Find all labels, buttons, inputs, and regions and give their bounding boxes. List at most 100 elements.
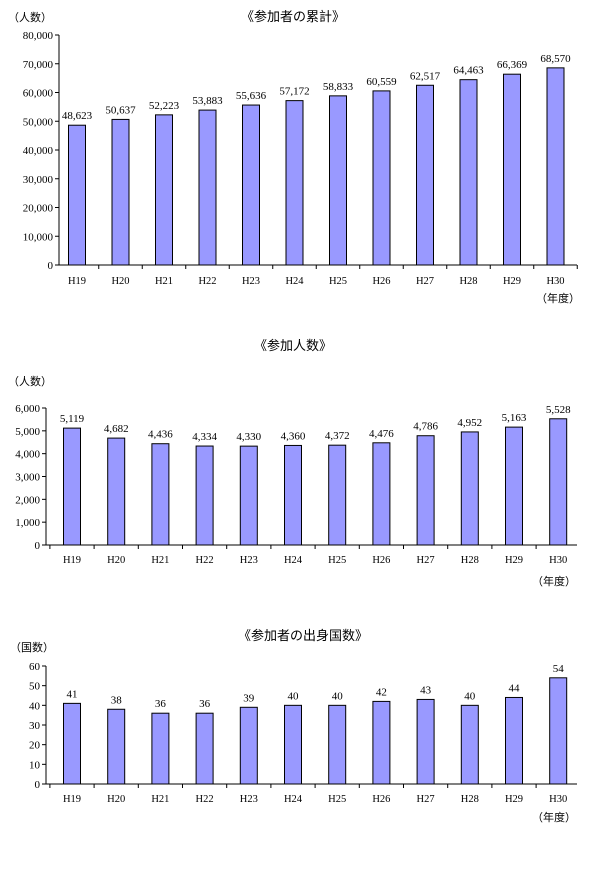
chart2-title: 《参加人数》 (254, 338, 332, 354)
chart1-y-tick-label: 60,000 (23, 88, 54, 100)
chart1-data-label: 52,223 (149, 100, 180, 112)
chart3-category-label: H23 (240, 794, 258, 805)
chart3-data-label: 40 (288, 690, 300, 702)
chart1-bar (329, 95, 347, 266)
chart3-bar (549, 677, 568, 785)
chart3-y-tick-label: 10 (29, 759, 41, 771)
chart2-bar (151, 443, 170, 546)
chart3-title: 《参加者の出身国数》 (238, 628, 368, 644)
chart1-category-label: H23 (242, 276, 260, 287)
chart2-category-label: H30 (549, 555, 567, 566)
chart2-category-label: H25 (328, 555, 346, 566)
chart1-data-label: 57,172 (279, 86, 309, 98)
chart3-category-label: H30 (549, 794, 567, 805)
chart2-data-label: 4,334 (192, 431, 217, 443)
chart2-category-label: H21 (151, 555, 169, 566)
chart1-category-label: H22 (198, 276, 216, 287)
chart3-bar (372, 700, 391, 785)
chart2-bar (239, 445, 258, 546)
chart3-ylabel: （国数） (10, 641, 54, 654)
chart3-bar (416, 698, 435, 785)
chart1-y-tick-label: 0 (48, 260, 54, 272)
chart1-category-label: H19 (68, 276, 86, 287)
chart1-bar (459, 79, 478, 266)
chart1-bar (285, 100, 304, 266)
chart1-data-label: 48,623 (62, 110, 93, 122)
chart2-data-label: 4,436 (148, 429, 173, 441)
chart2-bar (284, 444, 302, 546)
chart1-category-label: H29 (503, 276, 521, 287)
chart2-category-label: H28 (461, 555, 479, 566)
chart3-bar (239, 706, 258, 785)
chart3-data-label: 36 (199, 698, 211, 710)
chart1-category-label: H25 (329, 276, 347, 287)
chart3-data-label: 54 (553, 663, 565, 675)
chart2-bar (416, 435, 435, 546)
chart2-data-label: 4,786 (413, 421, 438, 433)
chart1-bar (198, 109, 217, 266)
chart3-category-label: H28 (461, 794, 479, 805)
chart2-bar (549, 418, 568, 546)
chart1-category-label: H20 (111, 276, 129, 287)
chart1-data-label: 55,636 (236, 90, 267, 102)
chart3-xlabel: （年度） (532, 810, 576, 824)
chart1-bar (546, 67, 565, 266)
chart2-bar (505, 426, 523, 546)
chart3-y-tick-label: 40 (29, 700, 41, 712)
chart1-bar (155, 114, 173, 266)
chart2-category-label: H27 (417, 555, 435, 566)
chart1-bar (503, 73, 521, 266)
chart3-y-tick-label: 50 (29, 681, 41, 693)
chart3-bar (284, 704, 302, 785)
chart1-y-tick-label: 50,000 (23, 116, 54, 128)
chart1-category-label: H27 (416, 276, 434, 287)
chart1-y-tick-label: 30,000 (23, 174, 54, 186)
chart2-y-tick-label: 1,000 (15, 517, 40, 529)
chart2-category-label: H19 (63, 555, 81, 566)
chart3-data-label: 39 (243, 692, 255, 704)
chart2-category-label: H22 (196, 555, 214, 566)
chart1-ylabel: （人数） (8, 11, 52, 24)
chart2-data-label: 5,163 (502, 412, 527, 424)
chart2-data-label: 4,476 (369, 428, 394, 440)
chart3-data-label: 44 (509, 682, 521, 694)
chart2-y-tick-label: 5,000 (15, 426, 40, 438)
chart2-bar (460, 431, 479, 546)
chart2-bar (372, 442, 391, 546)
chart1-category-label: H21 (155, 276, 173, 287)
chart2-bar (328, 444, 347, 546)
chart3-category-label: H26 (372, 794, 390, 805)
chart1-data-label: 58,833 (323, 81, 354, 93)
chart3-data-label: 38 (111, 694, 123, 706)
chart2-y-tick-label: 6,000 (15, 403, 40, 415)
chart1-category-label: H24 (285, 276, 304, 287)
chart1-data-label: 66,369 (497, 59, 528, 71)
chart2-bar (195, 445, 214, 546)
chart1-title: 《参加者の累計》 (241, 9, 345, 25)
chart1-data-label: 64,463 (453, 65, 484, 77)
chart2-data-label: 4,330 (236, 431, 261, 443)
chart2-category-label: H26 (372, 555, 390, 566)
chart1-category-label: H28 (459, 276, 477, 287)
chart2-plot: 0 1,000 2,000 3,000 4,000 5,000 6,000 5,119 H19 4… (15, 403, 577, 566)
chart3-category-label: H24 (284, 794, 303, 805)
chart3-data-label: 42 (376, 686, 387, 698)
chart1-y-tick-label: 10,000 (23, 231, 54, 243)
chart3-bar (505, 696, 523, 785)
chart3-data-label: 36 (155, 698, 167, 710)
chart1-data-label: 53,883 (192, 95, 223, 107)
chart2-y-tick-label: 0 (35, 540, 41, 552)
chart3-bar (328, 704, 347, 785)
chart2-bar (63, 427, 81, 546)
chart1-y-tick-label: 80,000 (23, 30, 54, 42)
chart3-bar (460, 704, 479, 785)
chart3-bar (63, 702, 81, 785)
chart2-category-label: H29 (505, 555, 523, 566)
chart1-xlabel: （年度） (536, 291, 580, 305)
chart1-data-label: 68,570 (540, 53, 571, 65)
chart2-data-label: 5,528 (546, 404, 571, 416)
chart2-data-label: 4,372 (325, 430, 350, 442)
chart3-y-tick-label: 30 (29, 720, 41, 732)
chart1-bar (416, 84, 434, 266)
